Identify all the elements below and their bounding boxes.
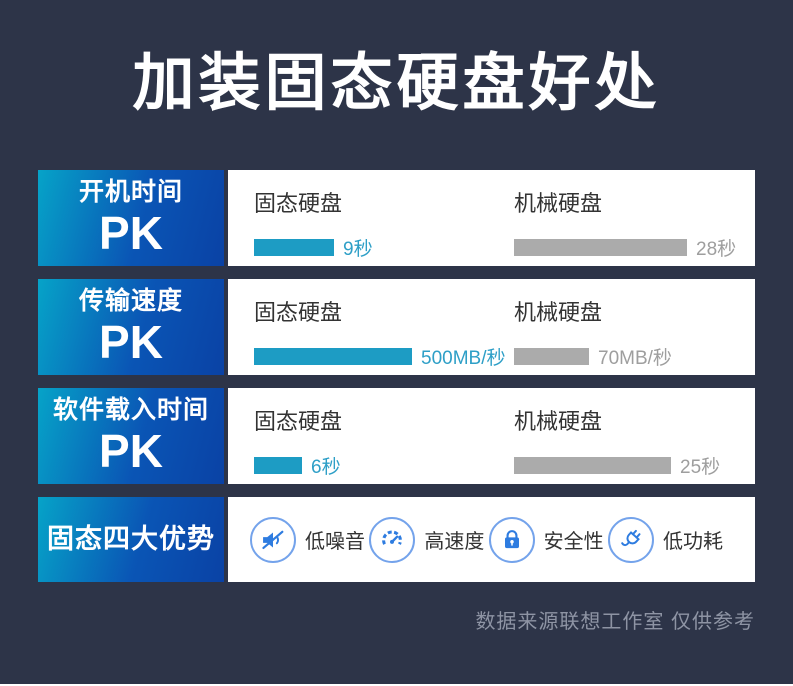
hdd-bar-line: 70MB/秒	[514, 348, 755, 369]
advantage-item-high-speed: 高速度	[369, 516, 485, 563]
ssd-value: 500MB/秒	[421, 348, 506, 370]
comparison-panel: 固态硬盘 9秒 机械硬盘 28秒	[228, 170, 755, 267]
category-label: 固态四大优势	[47, 523, 215, 554]
hdd-column: 机械硬盘 25秒	[514, 388, 755, 484]
ssd-value: 9秒	[343, 239, 373, 261]
hdd-bar	[514, 348, 589, 366]
comparison-panel: 固态硬盘 500MB/秒 机械硬盘 70MB/秒	[228, 279, 755, 376]
advantages-panel: 低噪音 高速度	[228, 497, 755, 583]
ssd-bar	[254, 348, 412, 366]
ssd-label: 固态硬盘	[254, 300, 343, 326]
mute-speaker-icon	[250, 516, 296, 563]
ssd-bar-line: 9秒	[254, 239, 514, 260]
category-block-load-time: 软件载入时间 PK	[38, 388, 224, 485]
hdd-column: 机械硬盘 70MB/秒	[514, 279, 755, 375]
pk-label: PK	[99, 206, 163, 259]
ssd-bar-line: 500MB/秒	[254, 348, 514, 369]
speedometer-icon	[369, 516, 416, 563]
ssd-bar	[254, 457, 302, 475]
category-block-advantages: 固态四大优势	[38, 497, 224, 583]
hdd-bar	[514, 457, 671, 475]
advantage-item-low-noise: 低噪音	[250, 516, 365, 563]
advantage-label: 低噪音	[305, 531, 365, 554]
comparison-row-load-time: 软件载入时间 PK 固态硬盘 6秒 机械硬盘 25秒	[38, 388, 755, 485]
page-title: 加装固态硬盘好处	[132, 49, 661, 118]
hdd-label: 机械硬盘	[514, 409, 603, 435]
ssd-value: 6秒	[311, 457, 341, 479]
comparison-row-boot-time: 开机时间 PK 固态硬盘 9秒 机械硬盘 28秒	[38, 170, 755, 267]
pk-label: PK	[99, 424, 163, 477]
ssd-label: 固态硬盘	[254, 409, 343, 435]
ssd-column: 固态硬盘 6秒	[254, 388, 514, 484]
ssd-label: 固态硬盘	[254, 191, 343, 217]
lock-icon	[488, 516, 535, 563]
data-source-footnote: 数据来源联想工作室 仅供参考	[475, 611, 755, 634]
bottom-edge-strip	[0, 684, 793, 686]
hdd-value: 70MB/秒	[598, 348, 672, 370]
ssd-column: 固态硬盘 9秒	[254, 170, 514, 266]
ssd-bar	[254, 239, 334, 257]
pk-label: PK	[99, 315, 163, 368]
category-label: 开机时间	[78, 178, 183, 207]
category-block-transfer-speed: 传输速度 PK	[38, 279, 224, 376]
hdd-value: 25秒	[680, 457, 721, 479]
advantage-label: 低功耗	[662, 531, 723, 554]
hdd-bar-line: 25秒	[514, 457, 755, 478]
hdd-label: 机械硬盘	[514, 191, 603, 217]
hdd-bar-line: 28秒	[514, 239, 755, 260]
hdd-bar	[514, 239, 687, 257]
hdd-label: 机械硬盘	[514, 300, 603, 326]
hdd-value: 28秒	[696, 239, 737, 261]
comparison-rows: 开机时间 PK 固态硬盘 9秒 机械硬盘 28秒	[38, 170, 755, 583]
advantage-item-security: 安全性	[488, 516, 604, 563]
advantage-label: 高速度	[424, 531, 485, 554]
advantage-item-low-power: 低功耗	[607, 516, 723, 563]
advantage-label: 安全性	[543, 531, 604, 554]
advantages-row: 固态四大优势 低噪音	[38, 497, 755, 583]
ssd-column: 固态硬盘 500MB/秒	[254, 279, 514, 375]
power-plug-icon	[607, 516, 654, 563]
comparison-panel: 固态硬盘 6秒 机械硬盘 25秒	[228, 388, 755, 485]
ssd-bar-line: 6秒	[254, 457, 514, 478]
category-block-boot-time: 开机时间 PK	[38, 170, 224, 267]
category-label: 软件载入时间	[52, 396, 209, 425]
hdd-column: 机械硬盘 28秒	[514, 170, 755, 266]
comparison-row-transfer-speed: 传输速度 PK 固态硬盘 500MB/秒 机械硬盘 70MB/秒	[38, 279, 755, 376]
category-label: 传输速度	[78, 287, 183, 316]
